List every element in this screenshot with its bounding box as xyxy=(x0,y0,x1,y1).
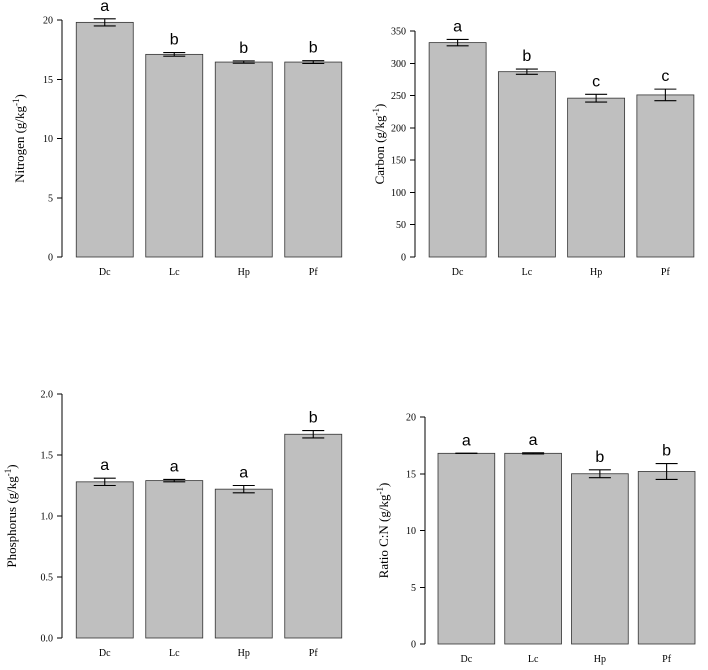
category-label-pf: Pf xyxy=(309,267,319,278)
y-tick-label: 1.0 xyxy=(41,512,54,523)
category-label-dc: Dc xyxy=(99,267,111,278)
y-tick-label: 20 xyxy=(406,413,416,424)
significance-letter: a xyxy=(453,18,462,35)
panel-ratio-cn: 0 5 10 15 20 Ratio C:N (g/kg-1) a Dc a Lc b Hp b Pf xyxy=(375,413,696,665)
bar-pf xyxy=(284,433,343,639)
bar-lc xyxy=(504,452,562,645)
bar-lc xyxy=(145,53,204,258)
significance-letter: a xyxy=(462,432,471,449)
significance-letter: c xyxy=(592,73,600,90)
significance-letter: b xyxy=(309,40,318,57)
panel-nitrogen: 0 5 10 15 20 Nitrogen (g/kg-1) a Dc b Lc b Hp b Pf xyxy=(11,0,343,278)
significance-letter: b xyxy=(170,32,179,49)
y-axis-label-main: Carbon (g/kg xyxy=(372,115,387,184)
bar-pf xyxy=(636,94,695,258)
y-tick-label: 0 xyxy=(48,253,53,264)
significance-letter: b xyxy=(522,48,531,65)
y-tick-label: 5 xyxy=(411,583,416,594)
y-tick-label: 10 xyxy=(406,526,416,537)
y-tick-label: 10 xyxy=(43,134,53,145)
y-tick-label: 0 xyxy=(411,640,416,651)
y-axis-label-end: ) xyxy=(12,94,27,98)
significance-letter: b xyxy=(662,443,671,460)
y-axis-label-sup: -1 xyxy=(375,487,385,495)
y-tick-label: 250 xyxy=(391,91,406,102)
y-tick-label: 350 xyxy=(391,27,406,38)
bar-hp xyxy=(571,473,629,645)
y-axis-label-main: Phosphorus (g/kg xyxy=(4,476,19,568)
category-label-hp: Hp xyxy=(238,648,250,659)
category-label-dc: Dc xyxy=(452,267,464,278)
category-label-hp: Hp xyxy=(594,654,606,665)
bar-dc xyxy=(75,481,134,639)
bar-dc xyxy=(437,452,496,645)
category-label-lc: Lc xyxy=(522,267,533,278)
significance-letter: b xyxy=(239,40,248,57)
y-axis-label-sup: -1 xyxy=(11,98,21,106)
category-label-hp: Hp xyxy=(238,267,250,278)
y-axis-label-sup: -1 xyxy=(3,469,13,477)
y-axis-label-end: ) xyxy=(372,104,387,108)
y-axis-label: Ratio C:N (g/kg-1) xyxy=(375,483,391,579)
significance-letter: b xyxy=(309,410,318,427)
y-tick-label: 5 xyxy=(48,193,53,204)
y-tick-label: 0 xyxy=(401,253,406,264)
significance-letter: c xyxy=(661,68,669,85)
y-axis-label-sup: -1 xyxy=(371,108,381,116)
y-tick-label: 100 xyxy=(391,188,406,199)
y-axis-label: Nitrogen (g/kg-1) xyxy=(11,94,27,183)
bar-hp xyxy=(214,61,273,258)
y-tick-label: 2.0 xyxy=(41,390,54,401)
significance-letter: a xyxy=(239,465,248,482)
category-label-lc: Lc xyxy=(169,267,180,278)
bar-dc xyxy=(428,42,487,258)
y-axis-label-main: Nitrogen (g/kg xyxy=(12,105,27,182)
y-tick-label: 0.5 xyxy=(41,573,54,584)
category-label-lc: Lc xyxy=(169,648,180,659)
y-axis-label-end: ) xyxy=(376,483,391,487)
panel-carbon: 0 50 100 150 200 250 300 350 Carbon (g/kg-1) a Dc b… xyxy=(371,18,695,278)
bar-dc xyxy=(75,21,134,258)
y-tick-label: 15 xyxy=(406,469,416,480)
category-label-pf: Pf xyxy=(661,267,671,278)
y-tick-label: 0.0 xyxy=(41,634,54,645)
y-axis-label: Phosphorus (g/kg-1) xyxy=(3,464,19,567)
y-tick-label: 200 xyxy=(391,123,406,134)
y-axis-label: Carbon (g/kg-1) xyxy=(371,104,387,185)
category-label-hp: Hp xyxy=(590,267,602,278)
y-tick-label: 15 xyxy=(43,75,53,86)
y-tick-label: 20 xyxy=(43,16,53,27)
y-tick-label: 50 xyxy=(396,220,406,231)
bar-lc xyxy=(497,71,556,258)
category-label-pf: Pf xyxy=(662,654,672,665)
bar-lc xyxy=(145,480,204,639)
bar-pf xyxy=(637,471,696,645)
significance-letter: b xyxy=(595,449,604,466)
category-label-pf: Pf xyxy=(309,648,319,659)
panel-phosphorus: 0.0 0.5 1.0 1.5 2.0 Phosphorus (g/kg-1) a Dc a Lc… xyxy=(3,390,343,659)
y-tick-label: 300 xyxy=(391,59,406,70)
y-tick-label: 150 xyxy=(391,156,406,167)
significance-letter: a xyxy=(529,432,538,449)
category-label-dc: Dc xyxy=(99,648,111,659)
significance-letter: a xyxy=(100,0,109,15)
category-label-dc: Dc xyxy=(461,654,473,665)
bar-pf xyxy=(284,61,343,258)
significance-letter: a xyxy=(170,458,179,475)
y-axis-label-end: ) xyxy=(4,464,19,468)
category-label-lc: Lc xyxy=(528,654,539,665)
y-tick-label: 1.5 xyxy=(41,451,54,462)
bar-hp xyxy=(567,97,626,258)
significance-letter: a xyxy=(100,457,109,474)
bar-hp xyxy=(214,488,273,639)
y-axis-label-main: Ratio C:N (g/kg xyxy=(376,494,391,578)
